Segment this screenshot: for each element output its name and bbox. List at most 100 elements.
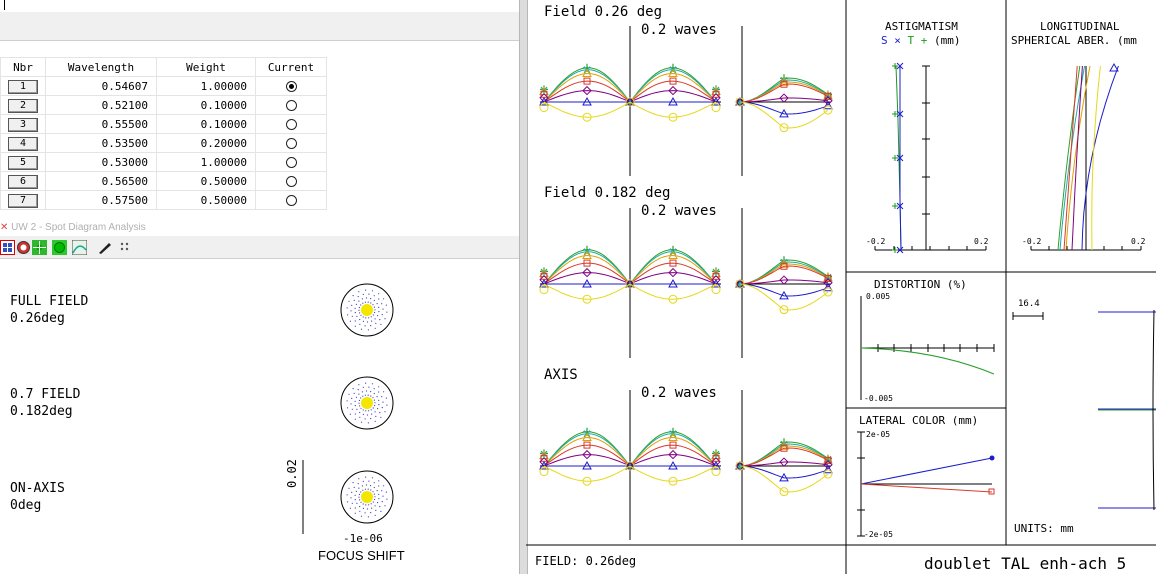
weight-cell[interactable]: 1.00000 bbox=[156, 76, 256, 96]
nbr-button[interactable]: 1 bbox=[8, 79, 38, 94]
spot-point bbox=[358, 306, 360, 309]
wavelength-cell[interactable]: 0.52100 bbox=[45, 95, 157, 115]
weight-cell[interactable]: 0.50000 bbox=[156, 190, 256, 210]
spot-point bbox=[378, 298, 380, 300]
nbr-button[interactable]: 3 bbox=[8, 117, 38, 132]
current-radio[interactable] bbox=[285, 176, 297, 187]
spot-point bbox=[346, 307, 348, 309]
spot-point bbox=[381, 396, 383, 398]
current-radio[interactable] bbox=[285, 100, 297, 111]
fan-marker bbox=[669, 259, 677, 267]
dist-top: 0.005 bbox=[866, 292, 891, 301]
spot-point bbox=[372, 397, 374, 399]
spot-point bbox=[373, 388, 375, 390]
spot-point bbox=[362, 409, 364, 411]
spot-point bbox=[371, 320, 373, 322]
spot-point bbox=[374, 498, 376, 501]
fan-marker bbox=[712, 86, 720, 94]
toolbar-strip bbox=[0, 12, 520, 41]
spot-point bbox=[357, 389, 359, 391]
wavelength-cell[interactable]: 0.54607 bbox=[45, 76, 157, 96]
fan-marker bbox=[779, 123, 789, 133]
current-radio[interactable] bbox=[285, 81, 297, 92]
weight-cell[interactable]: 0.20000 bbox=[156, 133, 256, 153]
spot-point bbox=[371, 383, 374, 385]
wavelength-cell[interactable]: 0.53500 bbox=[45, 133, 157, 153]
nbr-button[interactable]: 4 bbox=[8, 136, 38, 151]
current-radio[interactable] bbox=[285, 157, 297, 168]
fan-marker bbox=[779, 77, 789, 86]
weight-cell[interactable]: 1.00000 bbox=[156, 152, 256, 172]
window-icon: ✕ bbox=[0, 222, 9, 233]
astig-marker bbox=[896, 62, 904, 70]
spot-point bbox=[374, 402, 376, 404]
col-wavelength: Wavelength bbox=[45, 57, 157, 77]
spot-point bbox=[354, 494, 356, 496]
green-circle-icon[interactable] bbox=[52, 240, 67, 255]
spot-point bbox=[365, 484, 368, 486]
table-row: 7 0.57500 0.50000 bbox=[0, 190, 327, 210]
spot-scale-label: 0.02 bbox=[285, 459, 299, 488]
aberration-plots bbox=[526, 0, 1156, 574]
fan-marker bbox=[823, 100, 833, 110]
wavelength-cell[interactable]: 0.53000 bbox=[45, 152, 157, 172]
weight-cell[interactable]: 0.10000 bbox=[156, 114, 256, 134]
spot-point bbox=[383, 391, 385, 393]
fan-curve bbox=[739, 447, 829, 467]
weight-cell[interactable]: 0.50000 bbox=[156, 171, 256, 191]
latc-bottom: -2e-05 bbox=[864, 530, 893, 539]
fan-title-2: Field 0.182 deg bbox=[544, 185, 671, 201]
spot-point bbox=[367, 394, 369, 396]
fan-marker bbox=[539, 285, 549, 295]
fan-marker bbox=[823, 287, 833, 297]
nbr-button[interactable]: 6 bbox=[8, 174, 38, 189]
wavelength-cell[interactable]: 0.56500 bbox=[45, 171, 157, 191]
nbr-button[interactable]: 5 bbox=[8, 155, 38, 170]
nbr-button[interactable]: 7 bbox=[8, 193, 38, 208]
spot-point bbox=[351, 304, 353, 306]
spot-point bbox=[365, 382, 367, 384]
green-dot-icon[interactable] bbox=[32, 240, 47, 255]
current-radio[interactable] bbox=[285, 119, 297, 130]
spot-point bbox=[360, 397, 362, 399]
target-icon[interactable] bbox=[16, 240, 31, 255]
spot-point bbox=[350, 497, 352, 499]
fan-marker bbox=[582, 278, 592, 288]
spot-point bbox=[364, 325, 366, 327]
fan-marker bbox=[582, 449, 592, 460]
spot-point bbox=[359, 510, 361, 512]
spot-point bbox=[354, 413, 356, 415]
pen-icon[interactable] bbox=[97, 240, 112, 255]
latc-red-line bbox=[860, 483, 993, 493]
grid-icon[interactable] bbox=[0, 240, 15, 255]
current-radio[interactable] bbox=[285, 195, 297, 206]
current-radio[interactable] bbox=[285, 138, 297, 149]
spot-point bbox=[357, 483, 359, 485]
fan-marker bbox=[711, 467, 721, 477]
nbr-button[interactable]: 2 bbox=[8, 98, 38, 113]
spot-point bbox=[375, 415, 377, 417]
pane-divider[interactable] bbox=[519, 0, 528, 574]
fan-marker bbox=[668, 460, 678, 470]
field-footer: FIELD: 0.26deg bbox=[535, 554, 637, 568]
fan-marker bbox=[582, 267, 592, 278]
spot-point bbox=[351, 491, 353, 493]
curve-icon[interactable] bbox=[72, 240, 87, 255]
fan-marker bbox=[823, 278, 833, 288]
dots-icon[interactable] bbox=[117, 240, 132, 255]
spot-point bbox=[385, 397, 387, 399]
spot-point bbox=[371, 413, 373, 415]
fan-marker bbox=[735, 97, 745, 107]
table-row: 5 0.53000 1.00000 bbox=[0, 152, 327, 172]
spot-point bbox=[358, 291, 360, 293]
spot-point bbox=[346, 400, 348, 402]
dist-curve bbox=[860, 347, 995, 375]
fan-marker bbox=[824, 274, 832, 282]
spot-circle-axis bbox=[340, 470, 394, 524]
weight-cell[interactable]: 0.10000 bbox=[156, 95, 256, 115]
fan-marker bbox=[582, 96, 592, 106]
wavelength-cell[interactable]: 0.57500 bbox=[45, 190, 157, 210]
astig-marker bbox=[892, 247, 898, 253]
fan-curve bbox=[739, 465, 829, 479]
wavelength-cell[interactable]: 0.55500 bbox=[45, 114, 157, 134]
